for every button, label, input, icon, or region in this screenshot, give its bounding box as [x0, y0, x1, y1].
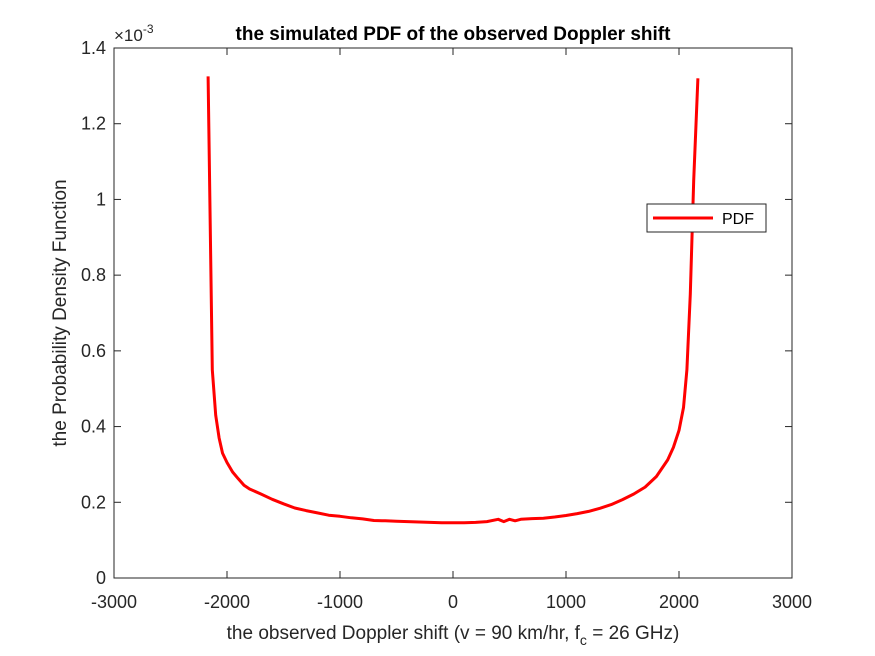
y-tick-label: 0.8	[81, 265, 106, 285]
legend-label-pdf: PDF	[722, 211, 754, 228]
x-tick-label: 3000	[772, 592, 812, 612]
y-tick-label: 0.6	[81, 341, 106, 361]
x-tick-label: -3000	[91, 592, 137, 612]
x-tick-label: -1000	[317, 592, 363, 612]
y-axis-label: the Probability Density Function	[50, 179, 71, 446]
x-tick-label: -2000	[204, 592, 250, 612]
x-axis-label-subscript: c	[580, 632, 587, 648]
plot-area: -3000 -2000 -1000 0 1000 2000 3000 0 0.2 0.4 0.6 0…	[81, 38, 812, 612]
x-axis-label-prefix: the observed Doppler shift (v = 90 km/hr…	[227, 623, 581, 644]
x-tick-label: 0	[448, 592, 458, 612]
y-tick-label: 1.4	[81, 38, 106, 58]
legend: PDF	[647, 204, 766, 232]
y-tick-label: 1.2	[81, 114, 106, 134]
y-tick-label: 0.2	[81, 492, 106, 512]
y-tick-label: 0	[96, 568, 106, 588]
chart-title: the simulated PDF of the observed Dopple…	[236, 24, 672, 45]
x-axis-label-suffix: = 26 GHz)	[587, 623, 679, 644]
y-tick-label: 1	[96, 189, 106, 209]
x-tick-label: 1000	[546, 592, 586, 612]
x-tick-label: 2000	[659, 592, 699, 612]
y-axis-exponent-power: -3	[143, 22, 154, 36]
y-axis-exponent-base: ×10	[114, 26, 143, 45]
y-tick-label: 0.4	[81, 417, 106, 437]
